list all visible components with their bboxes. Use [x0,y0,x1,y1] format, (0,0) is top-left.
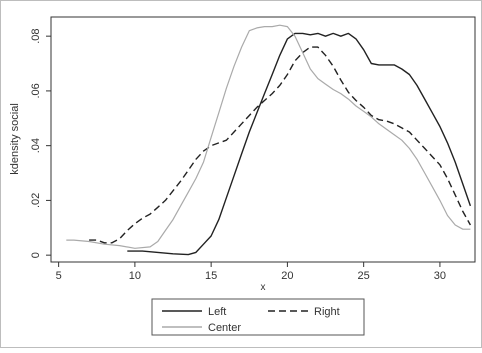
x-tick-label: 10 [129,270,141,282]
x-tick-label: 30 [434,270,446,282]
axis-ticks: 5 10 15 20 25 30 0 .02 .04 .06 .08 [30,29,446,282]
x-tick-label: 25 [358,270,370,282]
series-line-right [89,46,472,244]
x-tick-label: 5 [56,270,62,282]
series-line-left [127,32,472,256]
legend-label-left: Left [208,306,226,318]
x-axis-label: x [261,282,266,293]
y-axis-label: kdensity social [9,103,21,175]
legend: Left Right Center [151,298,365,336]
y-tick-label: .08 [30,29,42,44]
x-tick-label: 15 [205,270,217,282]
y-tick-label: 0 [30,252,42,258]
y-tick-label: .04 [30,138,42,153]
legend-label-right: Right [314,306,340,318]
series-lines [66,24,472,256]
series-line-center [66,24,471,249]
x-tick-label: 20 [281,270,293,282]
y-tick-label: .02 [30,193,42,208]
y-tick-label: .06 [30,83,42,98]
legend-box [151,298,365,336]
plot-area [50,16,476,263]
legend-label-center: Center [208,322,241,334]
